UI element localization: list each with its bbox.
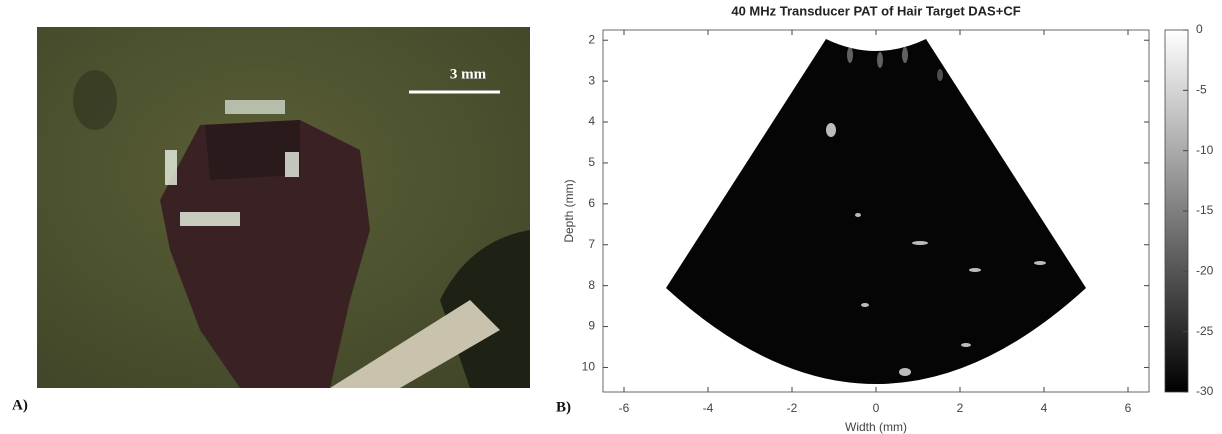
y-tick-label: 10: [582, 360, 596, 374]
x-axis-label: Width (mm): [845, 420, 907, 434]
colorbar-tick-label: -25: [1196, 324, 1214, 338]
panel-label: A): [12, 397, 28, 413]
colorbar-tick-label: -30: [1196, 384, 1214, 398]
panel-label: B): [556, 399, 571, 415]
colorbar-tick-label: -20: [1196, 264, 1214, 278]
y-tick-label: 8: [588, 278, 595, 292]
x-tick-label: -6: [619, 401, 630, 415]
x-tick-label: 6: [1125, 401, 1132, 415]
chart-title: 40 MHz Transducer PAT of Hair Target DAS…: [731, 3, 1020, 18]
x-tick-label: 4: [1041, 401, 1048, 415]
y-tick-label: 7: [588, 237, 595, 251]
y-axis-label: Depth (mm): [562, 179, 576, 242]
y-tick-label: 5: [588, 155, 595, 169]
x-tick-label: -4: [703, 401, 714, 415]
colorbar-tick-label: -10: [1196, 143, 1214, 157]
y-tick-label: 6: [588, 196, 595, 210]
y-tick-label: 9: [588, 319, 595, 333]
x-tick-label: 0: [873, 401, 880, 415]
scale-bar-label: 3 mm: [450, 66, 487, 82]
figure: 3 mm A) B) 40 MHz Transducer PAT of Hair…: [0, 0, 1222, 434]
colorbar-tick-label: 0: [1196, 22, 1203, 36]
colorbar-tick-label: -15: [1196, 203, 1214, 217]
y-tick-label: 2: [588, 32, 595, 46]
y-tick-label: 4: [588, 114, 595, 128]
colorbar-tick-label: -5: [1196, 83, 1207, 97]
y-tick-label: 3: [588, 73, 595, 87]
photo: 3 mm: [37, 27, 530, 388]
x-tick-label: 2: [957, 401, 964, 415]
x-tick-label: -2: [787, 401, 798, 415]
image: [666, 39, 1086, 384]
